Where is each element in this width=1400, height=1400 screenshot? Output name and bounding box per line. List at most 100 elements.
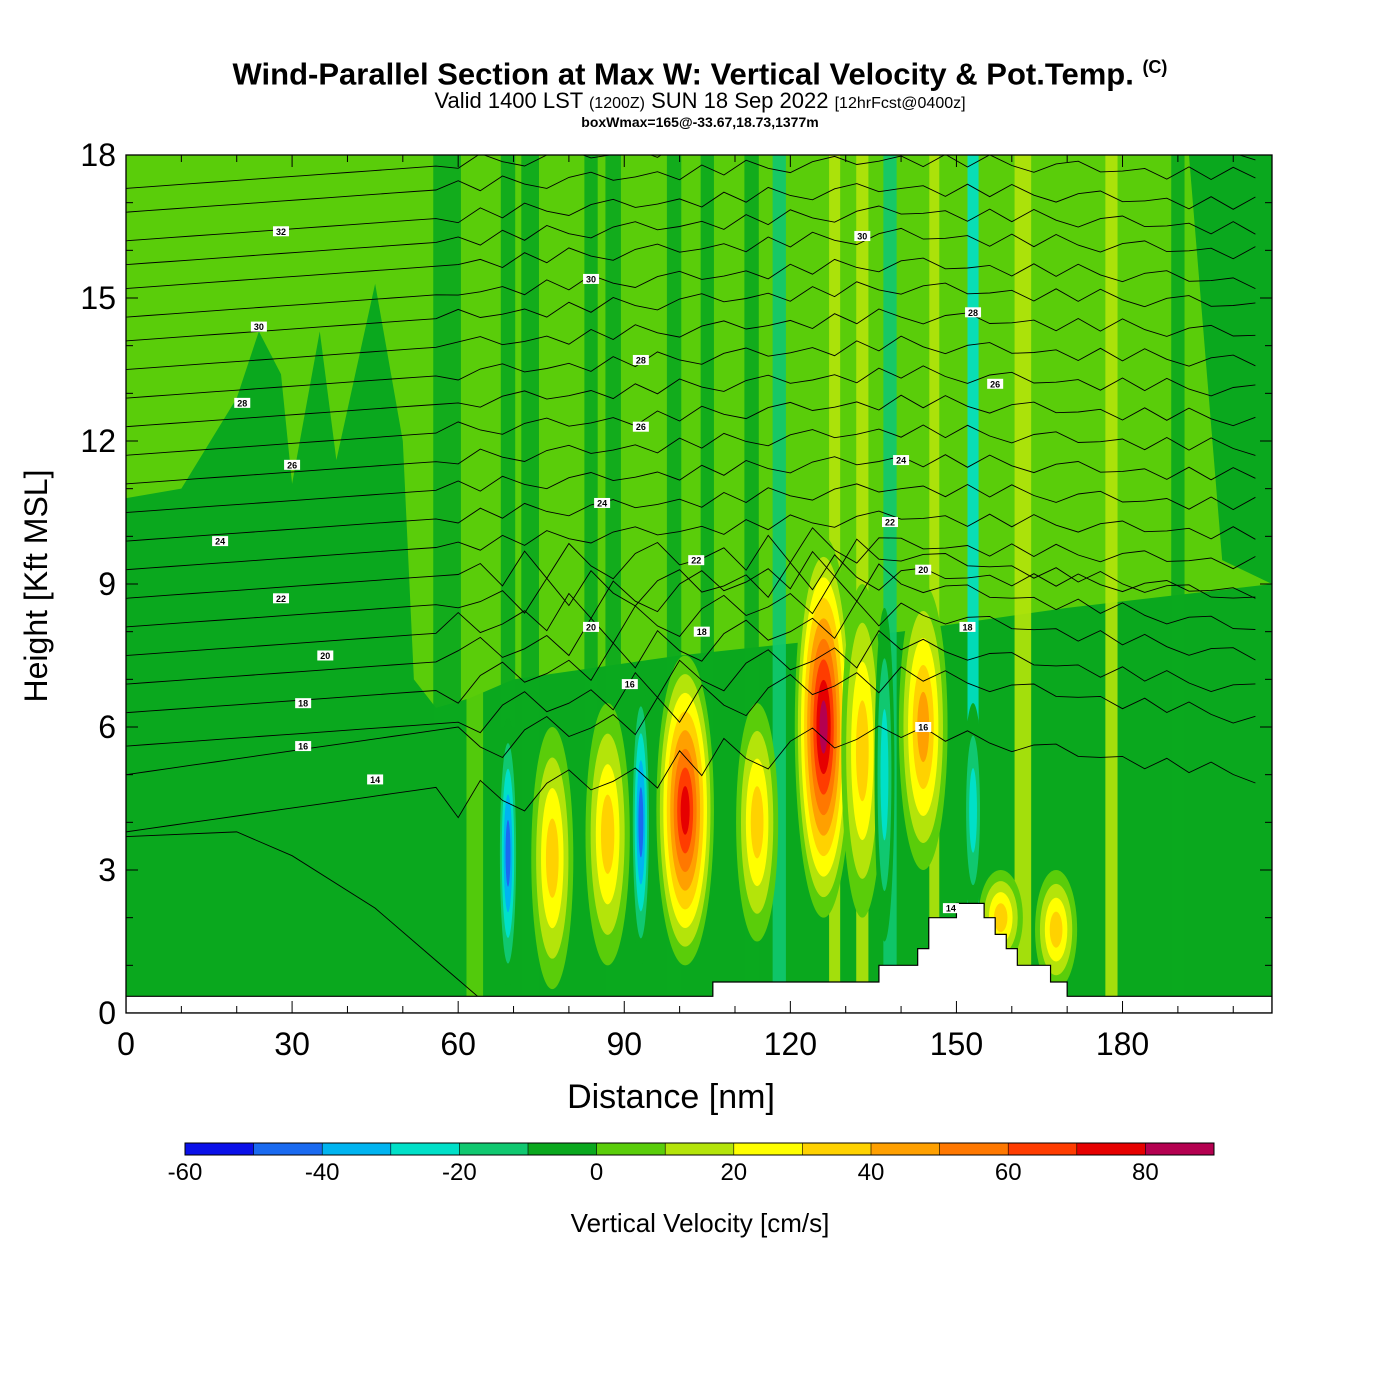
- theta-label-bg: [882, 517, 898, 528]
- velocity-cell: [656, 655, 714, 966]
- velocity-contour-band: [819, 700, 828, 754]
- upper-streak: [466, 155, 484, 1013]
- upper-streak: [1105, 155, 1118, 1013]
- theta-label: 28: [636, 355, 646, 365]
- velocity-cell: [963, 703, 984, 918]
- tick-labels: 0 30 60 90 120 150 180 0 3 6 9 12 15 18: [80, 137, 1149, 1062]
- y-tick-label: 3: [98, 852, 116, 888]
- theta-label-bg: [959, 621, 976, 632]
- theta-label-bg: [965, 307, 982, 318]
- velocity-contour-band: [505, 819, 511, 887]
- velocity-cell: [794, 536, 853, 918]
- theta-contour-line: [126, 257, 1256, 318]
- theta-label-bg: [273, 593, 290, 604]
- colorbar-tick-label: 60: [995, 1159, 1022, 1186]
- velocity-contour-band: [1049, 911, 1063, 948]
- theta-contour-line: [126, 227, 1256, 289]
- theta-label-bg: [583, 273, 600, 284]
- y-tick-label: 18: [80, 137, 116, 173]
- x-axis-label: Distance [nm]: [567, 1078, 775, 1116]
- theta-label-bg: [688, 555, 705, 566]
- y-axis-label: Height [Kft MSL]: [18, 470, 54, 703]
- colorbar-swatch: [459, 1143, 529, 1155]
- y-tick-label: 6: [98, 709, 116, 745]
- theta-label: 32: [276, 227, 286, 237]
- colorbar-swatch: [253, 1143, 323, 1155]
- theta-label: 22: [276, 594, 286, 604]
- forecast-info: [12hrFcst@0400z]: [834, 95, 966, 113]
- theta-label-bg: [693, 626, 710, 637]
- colorbar-frame: [184, 1142, 1215, 1156]
- theta-label: 24: [896, 456, 906, 466]
- y-tick-label: 12: [80, 423, 116, 459]
- upper-streak: [929, 155, 940, 1013]
- theta-label: 26: [990, 379, 1000, 389]
- theta-label-bg: [915, 564, 932, 575]
- colorbar-swatch: [939, 1143, 1009, 1155]
- x-tick-label: 150: [930, 1026, 983, 1062]
- theta-label: 24: [597, 498, 607, 508]
- theta-contour-line: [126, 831, 487, 1004]
- theta-contour-line: [126, 155, 1256, 189]
- valid-date: SUN 18 Sep 2022: [651, 88, 829, 114]
- upper-streak: [1014, 155, 1032, 1013]
- upper-streak: [433, 155, 461, 727]
- y-tick-label: 0: [98, 995, 116, 1031]
- colorbar-tick-label: 0: [590, 1159, 603, 1186]
- chart-subtitle: Valid 1400 LST (1200Z) SUN 18 Sep 2022 […: [0, 88, 1400, 114]
- theta-label-bg: [250, 321, 267, 332]
- velocity-cell: [1035, 870, 1078, 990]
- theta-contour-line: [126, 183, 1256, 242]
- theta-label-bg: [987, 378, 1004, 389]
- colorbar-swatch: [1145, 1143, 1215, 1155]
- colorbar-tick-label: 80: [1132, 1159, 1159, 1186]
- colorbar-swatch: [1076, 1143, 1146, 1155]
- theta-contour-line: [126, 483, 1256, 542]
- theta-label: 20: [320, 651, 330, 661]
- chart-title-main: Wind-Parallel Section at Max W: Vertical…: [232, 56, 1134, 92]
- theta-label-bg: [273, 226, 290, 237]
- theta-contour-line: [126, 308, 1256, 370]
- axis-ticks: [126, 155, 1272, 1013]
- x-tick-label: 0: [117, 1026, 135, 1062]
- theta-label-bg: [854, 231, 871, 242]
- colorbar-tick-label: 40: [858, 1159, 885, 1186]
- valid-time: Valid 1400 LST: [434, 88, 583, 114]
- theta-contour-line: [126, 538, 1256, 656]
- theta-label: 26: [636, 422, 646, 432]
- theta-contour-line: [126, 510, 1256, 571]
- x-tick-label: 120: [764, 1026, 817, 1062]
- theta-label: 30: [586, 274, 596, 284]
- x-tick-label: 60: [440, 1026, 476, 1062]
- theta-contour-line: [126, 394, 1256, 456]
- velocity-contour-band: [969, 768, 977, 853]
- upper-streak: [500, 155, 516, 727]
- theta-label: 18: [697, 627, 707, 637]
- velocity-contour-band: [680, 786, 690, 835]
- upper-streak: [700, 155, 714, 870]
- theta-label-bg: [317, 650, 334, 661]
- theta-label: 30: [857, 232, 867, 242]
- theta-label: 18: [298, 699, 308, 709]
- velocity-contour-band: [600, 794, 615, 874]
- theta-label-bg: [942, 903, 959, 914]
- colorbar-swatch: [185, 1143, 255, 1155]
- valid-utc: (1200Z): [588, 95, 645, 113]
- terrain: [126, 902, 1272, 1013]
- theta-label: 26: [287, 460, 297, 470]
- velocity-contour-band: [855, 700, 869, 802]
- theta-label-bg: [234, 397, 251, 408]
- theta-contour-line: [126, 563, 1256, 685]
- colorbar-swatch: [802, 1143, 872, 1155]
- velocity-contour-band: [545, 818, 559, 898]
- upper-streak: [967, 155, 979, 1013]
- colorbar-swatch: [871, 1143, 941, 1155]
- theta-label: 28: [237, 398, 247, 408]
- velocity-contour-band: [750, 786, 764, 859]
- velocity-contour-band: [638, 787, 644, 858]
- colorbar-tick-label: -20: [442, 1159, 477, 1186]
- velocity-contour-band: [994, 903, 1008, 933]
- theta-label: 16: [625, 680, 635, 690]
- y-tick-label: 9: [98, 566, 116, 602]
